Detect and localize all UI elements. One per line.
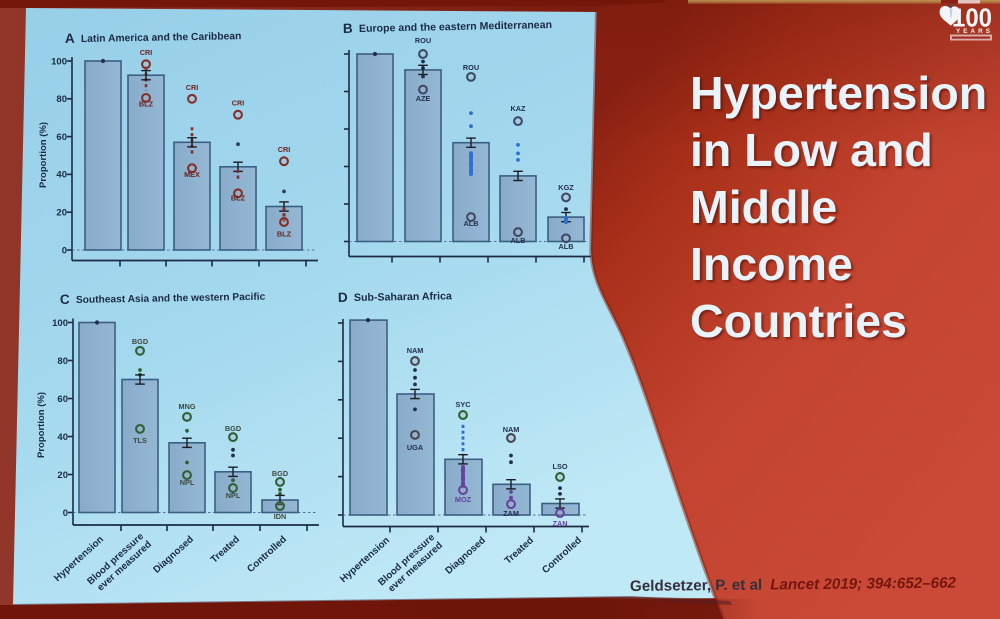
- svg-text:IDN: IDN: [274, 512, 287, 521]
- svg-text:B: B: [343, 21, 353, 36]
- svg-text:BLZ: BLZ: [231, 194, 246, 203]
- svg-text:0: 0: [62, 245, 67, 256]
- svg-text:80: 80: [57, 356, 68, 367]
- svg-text:A: A: [65, 31, 75, 46]
- svg-text:Hypertension: Hypertension: [690, 67, 987, 119]
- svg-text:BGD: BGD: [132, 337, 148, 346]
- svg-text:Latin America and the Caribbea: Latin America and the Caribbean: [81, 31, 242, 45]
- svg-text:YEARS: YEARS: [956, 28, 990, 35]
- svg-text:Proportion (%): Proportion (%): [38, 122, 49, 188]
- svg-text:in Low and: in Low and: [690, 124, 933, 176]
- svg-text:CRI: CRI: [186, 83, 199, 92]
- svg-text:LSO: LSO: [553, 462, 568, 471]
- svg-text:Income: Income: [690, 238, 853, 290]
- svg-text:60: 60: [57, 394, 68, 405]
- svg-text:BGD: BGD: [272, 469, 288, 478]
- svg-text:NPL: NPL: [180, 478, 195, 487]
- svg-text:Proportion (%): Proportion (%): [36, 392, 47, 458]
- svg-text:100: 100: [51, 56, 67, 67]
- svg-text:MEX: MEX: [184, 170, 200, 179]
- svg-text:NAM: NAM: [407, 346, 424, 355]
- svg-text:Countries: Countries: [690, 295, 907, 347]
- svg-text:SYC: SYC: [455, 400, 471, 409]
- svg-text:Southeast Asia and the western: Southeast Asia and the western Pacific: [76, 292, 266, 306]
- svg-text:Europe and the eastern Mediter: Europe and the eastern Mediterranean: [359, 19, 552, 35]
- svg-text:80: 80: [56, 94, 67, 105]
- svg-text:AZE: AZE: [416, 94, 431, 103]
- svg-text:MNG: MNG: [178, 402, 195, 411]
- svg-text:BGD: BGD: [225, 424, 241, 433]
- svg-text:BLZ: BLZ: [139, 100, 154, 109]
- svg-text:20: 20: [57, 470, 68, 481]
- svg-text:ALB: ALB: [511, 236, 526, 245]
- svg-text:0: 0: [63, 508, 68, 519]
- svg-text:D: D: [338, 290, 348, 305]
- svg-text:NAM: NAM: [503, 425, 520, 434]
- svg-text:40: 40: [56, 170, 67, 181]
- svg-text:60: 60: [56, 132, 67, 143]
- svg-text:CRI: CRI: [232, 99, 245, 108]
- svg-text:MOZ: MOZ: [455, 495, 472, 504]
- svg-text:40: 40: [57, 432, 68, 443]
- svg-text:ZAN: ZAN: [553, 519, 568, 528]
- svg-text:KAZ: KAZ: [511, 104, 527, 113]
- svg-text:ROU: ROU: [463, 63, 479, 72]
- svg-text:UGA: UGA: [407, 443, 424, 452]
- svg-text:Middle: Middle: [690, 181, 837, 233]
- svg-text:ALB: ALB: [464, 219, 479, 228]
- svg-text:20: 20: [56, 208, 67, 219]
- svg-text:CRI: CRI: [140, 48, 153, 57]
- svg-text:100: 100: [952, 3, 992, 33]
- svg-text:C: C: [60, 292, 70, 307]
- svg-text:ALB: ALB: [559, 242, 574, 251]
- svg-text:ZAM: ZAM: [503, 509, 519, 518]
- svg-text:TLS: TLS: [133, 436, 147, 445]
- svg-text:NPL: NPL: [226, 491, 241, 500]
- svg-text:BLZ: BLZ: [277, 230, 292, 239]
- svg-text:CRI: CRI: [278, 145, 291, 154]
- svg-text:Sub-Saharan Africa: Sub-Saharan Africa: [354, 290, 452, 304]
- svg-text:ROU: ROU: [415, 36, 431, 45]
- svg-text:100: 100: [52, 318, 68, 329]
- svg-text:KGZ: KGZ: [558, 183, 574, 192]
